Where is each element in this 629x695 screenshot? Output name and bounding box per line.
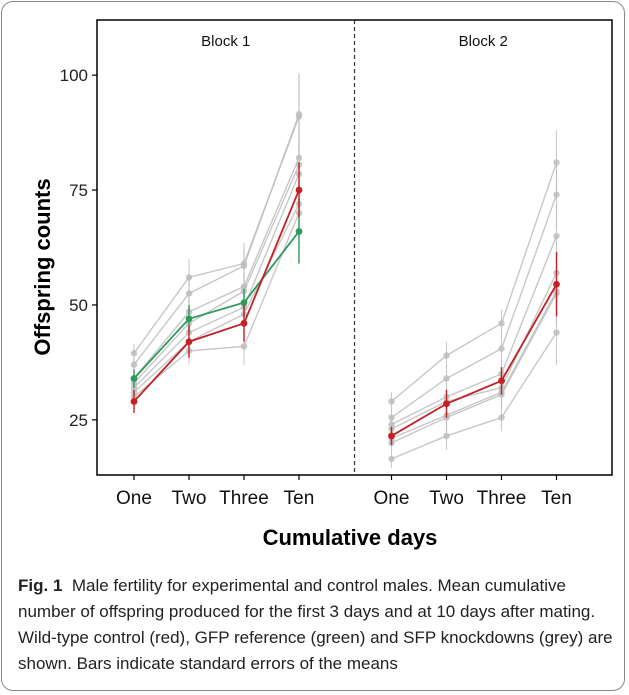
chart: 25 50 75 100 Block 1 One Two Three Ten Block 2 One… [30,19,613,550]
data-point [498,320,505,327]
x-tick-label: Two [429,488,464,509]
data-point [185,315,193,323]
data-point [130,361,138,368]
series-line [133,189,300,403]
figure-caption: Fig. 1 Male fertility for experimental a… [18,573,614,677]
data-point [185,290,193,297]
data-point [553,232,560,240]
data-point [295,228,303,235]
x-axis-label: Cumulative days [263,525,438,550]
data-point [498,414,505,421]
series-line [133,173,300,389]
y-tick-label: 25 [69,411,88,430]
x-tick-label: Ten [541,488,572,509]
data-point [388,398,395,405]
series-line [133,212,300,398]
series-line [133,157,300,379]
x-tick-label: Ten [284,488,315,509]
series-knockdown [130,72,303,374]
series-knockdown [388,258,560,448]
series-knockdown [388,162,560,427]
data-point [130,375,138,382]
series-line [391,194,558,419]
panel-title: Block 2 [459,33,508,50]
data-point [130,398,138,405]
data-point [295,186,303,194]
data-point [553,329,560,336]
data-point [553,191,560,198]
series-line [133,164,300,384]
y-tick-label: 50 [69,296,88,315]
caption-label: Fig. 1 [18,576,63,595]
data-point [443,432,450,440]
series-line [133,113,300,366]
y-tick-label: 100 [60,66,88,85]
data-point [443,375,450,382]
caption-text: Male fertility for experimental and cont… [18,576,613,673]
data-point [185,338,193,346]
series-knockdown [130,171,303,402]
series-line [391,293,558,444]
y-axis-label: Offspring counts [30,178,55,355]
series-control [388,252,560,446]
data-point [295,111,303,118]
data-point [388,432,395,440]
series-line [391,283,558,437]
series-control [130,162,303,413]
series-knockdown [388,300,560,469]
series-line [391,235,558,426]
data-point [388,455,395,463]
data-point [498,377,505,385]
x-tick-label: Three [477,488,527,509]
data-point [498,345,505,352]
data-point [553,280,560,288]
panel-title: Block 1 [201,33,250,50]
data-point [443,352,450,359]
data-point [240,319,248,327]
series-line [391,272,558,430]
series-line [133,230,300,380]
x-tick-label: Three [219,488,269,509]
x-tick-label: Two [172,488,207,509]
y-tick-label: 75 [69,181,88,200]
series-line [133,203,300,393]
series-line [391,332,558,460]
data-point [240,343,248,350]
data-point [130,350,138,357]
data-point [240,299,248,307]
data-point [240,262,248,270]
x-tick-label: One [374,488,410,509]
x-tick-label: One [116,488,152,509]
series-line [391,162,558,403]
data-point [443,400,450,408]
series-line [391,290,558,439]
series-knockdown [130,121,303,388]
